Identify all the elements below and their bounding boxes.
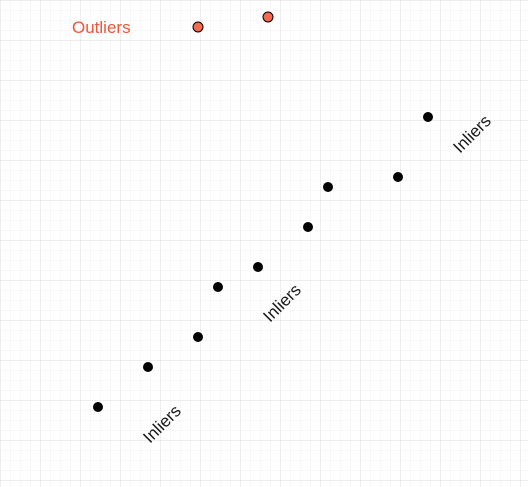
inlier-point (213, 282, 223, 292)
inlier-point (143, 362, 153, 372)
inlier-point (193, 332, 203, 342)
inlier-points (93, 112, 433, 412)
inlier-point (303, 222, 313, 232)
inlier-point (93, 402, 103, 412)
outlier-point (262, 11, 274, 23)
inlier-point (393, 172, 403, 182)
outliers-label: Outliers (72, 18, 131, 37)
inlier-point (323, 182, 333, 192)
inlier-point (423, 112, 433, 122)
outlier-point (192, 21, 204, 33)
outlier-points (192, 11, 274, 33)
inlier-point (253, 262, 263, 272)
